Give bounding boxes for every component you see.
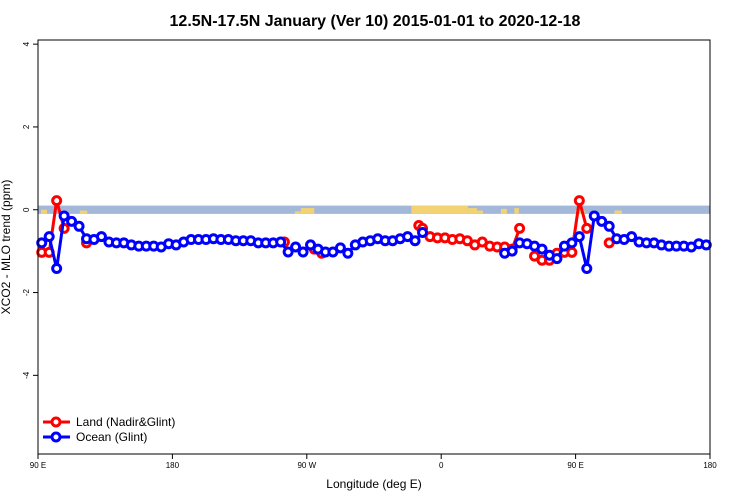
legend-land-marker <box>50 416 62 428</box>
land-patch <box>514 208 519 214</box>
data-point <box>536 243 548 255</box>
data-point <box>566 246 578 258</box>
y-axis-label: XCO2 - MLO trend (ppm) <box>0 180 13 315</box>
data-point <box>409 235 421 247</box>
data-point <box>43 231 55 243</box>
data-point <box>551 253 563 265</box>
legend: Land (Nadir&Glint) Ocean (Glint) <box>43 415 175 444</box>
y-tick-label: -2 <box>22 288 31 296</box>
data-point <box>290 241 302 253</box>
legend-land-label: Land (Nadir&Glint) <box>76 415 175 429</box>
x-tick-label: 180 <box>703 461 717 470</box>
legend-ocean-label: Ocean (Glint) <box>76 430 147 444</box>
data-point <box>73 220 85 232</box>
land-patch <box>500 208 507 214</box>
x-tick-label: 0 <box>439 461 444 470</box>
data-point <box>573 195 585 207</box>
data-point <box>581 222 593 234</box>
data-point <box>506 245 518 257</box>
data-point <box>514 222 526 234</box>
x-tick-label: 90 E <box>567 461 583 470</box>
data-point <box>596 215 608 227</box>
legend-item-land: Land (Nadir&Glint) <box>43 415 175 429</box>
x-tick-label: 90 E <box>30 461 46 470</box>
land-patch <box>614 210 622 214</box>
data-point <box>275 236 287 248</box>
data-point <box>66 215 78 227</box>
land-patch <box>40 209 47 214</box>
y-tick-label: 0 <box>22 207 31 212</box>
y-tick-label: 4 <box>22 41 31 46</box>
x-tick-label: 90 W <box>297 461 316 470</box>
data-point <box>573 231 585 243</box>
data-point <box>566 237 578 249</box>
data-point <box>95 231 107 243</box>
map-band <box>38 205 710 214</box>
data-point <box>36 237 48 249</box>
data-point <box>51 263 63 275</box>
ocean-band <box>38 205 710 214</box>
data-point <box>603 220 615 232</box>
series-1 <box>36 210 712 275</box>
y-tick-label: -4 <box>22 371 31 379</box>
land-patch <box>300 208 315 214</box>
land-patch <box>575 210 585 214</box>
data-point <box>334 242 346 254</box>
legend-ocean-marker <box>50 431 62 443</box>
data-point <box>700 239 712 251</box>
legend-item-ocean: Ocean (Glint) <box>43 430 147 444</box>
data-point <box>58 210 70 222</box>
series-layer <box>36 195 712 275</box>
data-point <box>417 227 429 239</box>
land-patch <box>79 210 88 214</box>
data-point <box>626 231 638 243</box>
data-point <box>297 246 309 258</box>
x-axis: 90 E 180 90 W 0 90 E 180 <box>30 454 717 470</box>
x-axis-label: Longitude (deg E) <box>326 477 421 491</box>
y-axis: -4 -2 0 2 4 <box>22 41 38 379</box>
land-patch <box>468 208 478 214</box>
data-point <box>581 263 593 275</box>
land-patch <box>294 211 301 214</box>
plot-frame <box>37 39 711 455</box>
land-patch <box>411 205 469 214</box>
land-patch <box>477 210 484 214</box>
y-tick-label: 2 <box>22 124 31 129</box>
data-point <box>342 247 354 259</box>
data-point <box>588 210 600 222</box>
x-tick-label: 180 <box>166 461 180 470</box>
data-point <box>282 246 294 258</box>
chart-title: 12.5N-17.5N January (Ver 10) 2015-01-01 … <box>170 13 581 30</box>
data-point <box>51 195 63 207</box>
